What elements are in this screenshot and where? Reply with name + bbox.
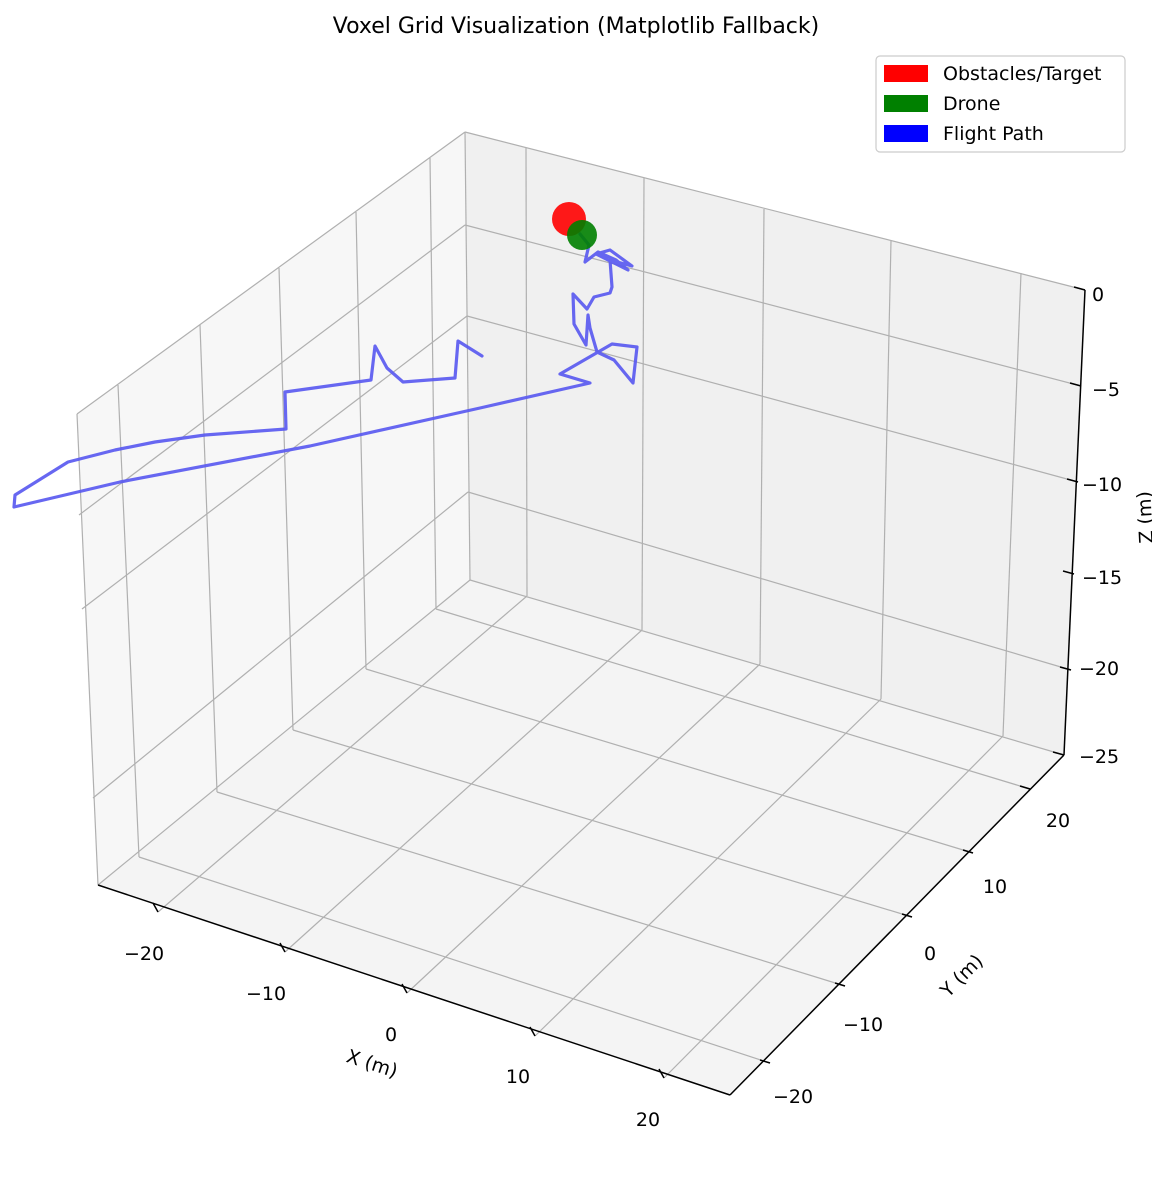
y-tick-label: 0 [924, 943, 936, 965]
drone-marker [567, 220, 597, 250]
legend-swatch-flight-path [884, 125, 928, 142]
z-tick-label: 0 [1092, 284, 1104, 306]
z-tick-labels: 0 −5 −10 −15 −20 −25 [1079, 284, 1122, 768]
z-tick-label: −5 [1092, 379, 1120, 401]
x-tick-label: −10 [246, 983, 286, 1005]
y-tick-label: −10 [843, 1014, 883, 1036]
y-tick-labels: −20 −10 0 10 20 [773, 810, 1070, 1108]
z-axis-line [1063, 289, 1086, 756]
z-tick-label: −10 [1082, 474, 1122, 496]
back-pane [465, 132, 1085, 755]
y-tick-label: 10 [983, 876, 1007, 898]
y-axis-line [729, 754, 1065, 1096]
pane-edges [76, 131, 1086, 886]
x-axis-line [97, 884, 731, 1096]
floor-pane [98, 580, 1064, 1095]
axis-lines [97, 289, 1086, 1096]
x-tick-labels: −20 −10 0 10 20 [124, 943, 660, 1131]
grid-lines [78, 147, 1082, 1079]
x-tick-label: 0 [385, 1024, 397, 1046]
legend-label-drone: Drone [943, 93, 1000, 115]
z-tick-label: −25 [1079, 746, 1119, 768]
z-tick-label: −20 [1079, 658, 1119, 680]
x-axis-title: X (m) [344, 1045, 401, 1082]
chart-title: Voxel Grid Visualization (Matplotlib Fal… [333, 14, 819, 39]
z-axis-title: Z (m) [1133, 491, 1152, 544]
x-tick-label: −20 [124, 943, 164, 965]
legend-swatch-obstacles [884, 65, 928, 82]
legend-label-flight-path: Flight Path [943, 123, 1044, 145]
legend: Obstacles/Target Drone Flight Path [875, 55, 1126, 153]
y-tick-label: −20 [773, 1086, 813, 1108]
legend-label-obstacles: Obstacles/Target [943, 63, 1102, 85]
left-pane [77, 132, 470, 885]
y-tick-label: 20 [1046, 810, 1070, 832]
y-axis-title: Y (m) [935, 950, 987, 1002]
legend-swatch-drone [884, 95, 928, 112]
tick-marks [152, 286, 1086, 1079]
legend-box [875, 55, 1126, 153]
z-tick-label: −15 [1082, 567, 1122, 589]
x-tick-label: 20 [636, 1109, 660, 1131]
x-tick-label: 10 [506, 1066, 530, 1088]
flight-path-line [12, 232, 639, 509]
